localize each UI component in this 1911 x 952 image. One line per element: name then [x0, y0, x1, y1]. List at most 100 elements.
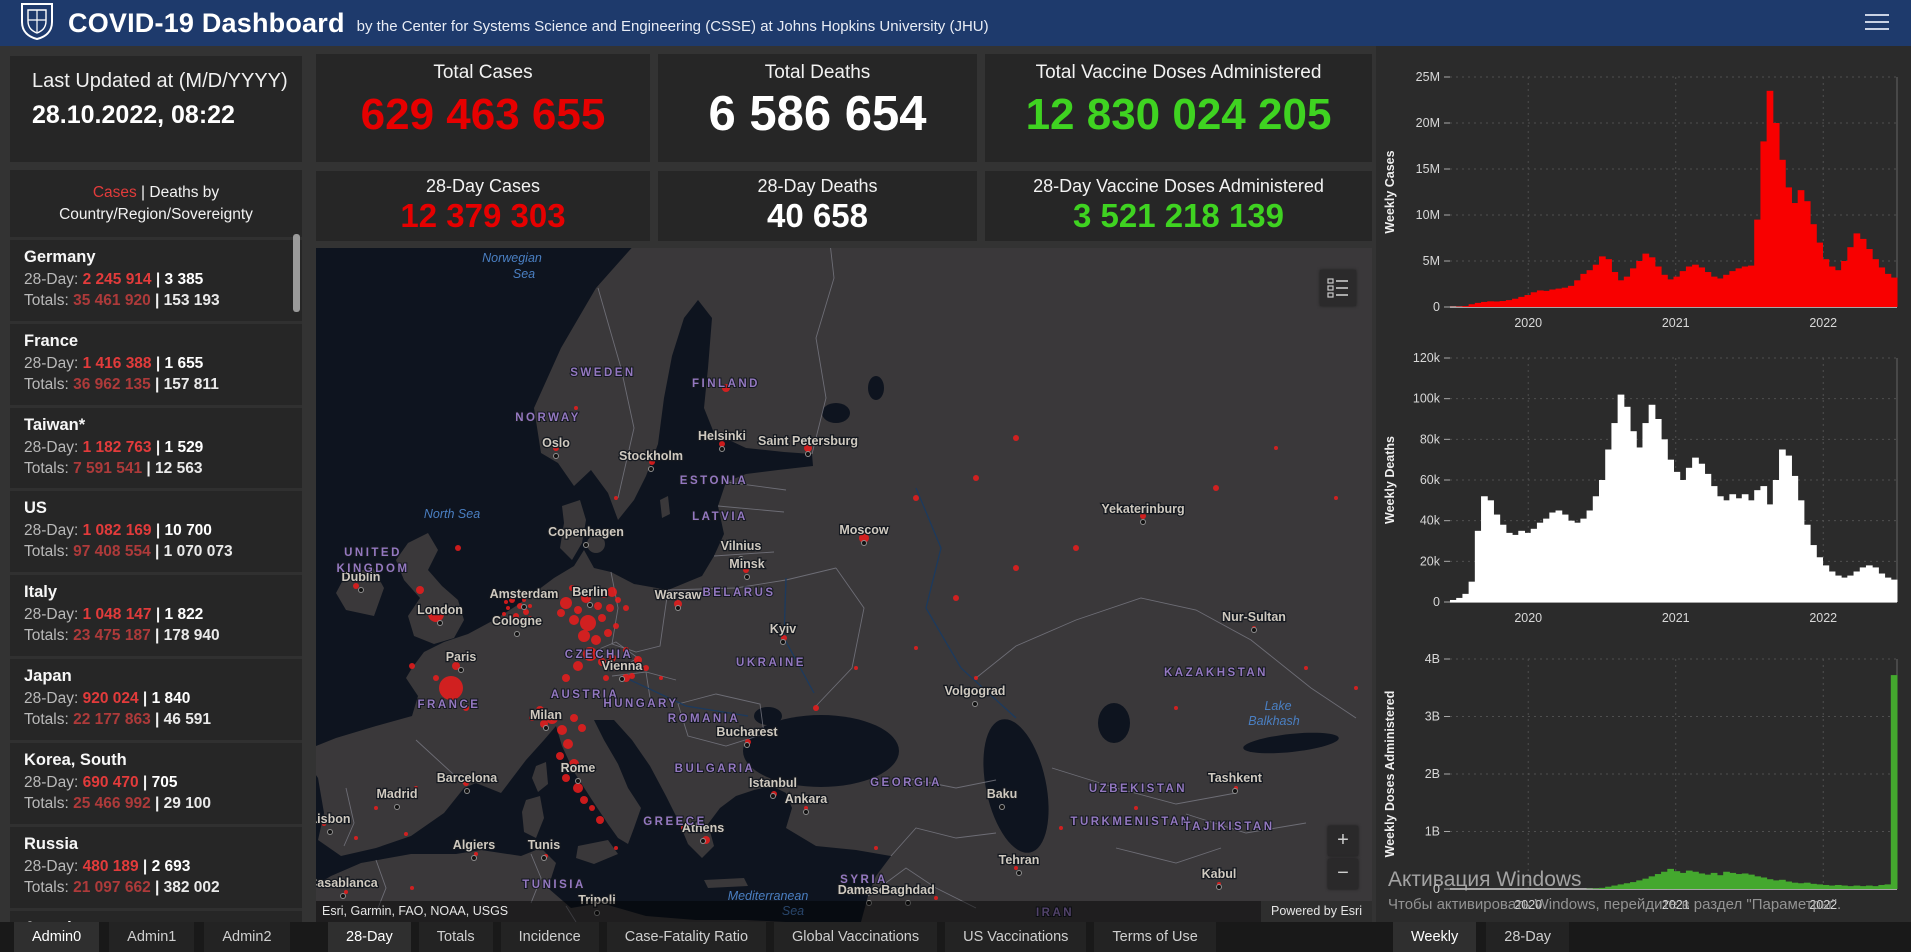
stat-value: 12 379 303	[400, 197, 566, 234]
country-row-us[interactable]: US 28-Day: 1 082 169 | 10 700 Totals: 97 4…	[10, 491, 302, 573]
svg-text:Oslo: Oslo	[542, 436, 570, 450]
country-name: Germany	[24, 247, 96, 266]
svg-text:Kabul: Kabul	[1202, 867, 1237, 881]
tab-center-case-fatality-ratio[interactable]: Case-Fatality Ratio	[606, 922, 767, 952]
svg-text:TUNISIA: TUNISIA	[522, 879, 586, 891]
svg-text:Tehran: Tehran	[999, 853, 1040, 867]
stat-label: 28-Day Deaths	[757, 176, 878, 196]
svg-text:UZBEKISTAN: UZBEKISTAN	[1089, 783, 1187, 795]
tab-center-28-day[interactable]: 28-Day	[328, 922, 411, 952]
svg-text:London: London	[417, 603, 463, 617]
stat-value: 12 830 024 205	[1025, 90, 1332, 139]
country-totals-line: Totals: 21 097 662 | 382 002	[24, 878, 220, 896]
country-row-japan[interactable]: Japan 28-Day: 920 024 | 1 840 Totals: 22 1…	[10, 659, 302, 740]
legend-button[interactable]	[1320, 270, 1356, 306]
zoom-out-button[interactable]: −	[1328, 859, 1358, 889]
svg-text:Balkhash: Balkhash	[1248, 714, 1299, 728]
svg-text:Weekly Deaths: Weekly Deaths	[1383, 436, 1397, 524]
svg-text:60k: 60k	[1420, 473, 1441, 487]
svg-text:20M: 20M	[1416, 116, 1440, 130]
powered-by-esri[interactable]: Powered by Esri	[1260, 901, 1372, 922]
svg-text:Ankara: Ankara	[785, 792, 828, 806]
country-28day-line: 28-Day: 1 182 763 | 1 529	[24, 438, 204, 456]
svg-text:HUNGARY: HUNGARY	[603, 698, 678, 710]
svg-text:Cologne: Cologne	[492, 614, 542, 628]
weekly-deaths-chart[interactable]: 2020 2021 2022 0 20k 40k 60k 80k 100k 120k Weekly …	[1378, 336, 1909, 632]
tab-center-us-vaccinations[interactable]: US Vaccinations	[945, 922, 1087, 952]
map-canvas[interactable]: Oslo Stockholm Helsinki Saint Petersburg Cop…	[316, 248, 1372, 922]
tab-left-admin0[interactable]: Admin0	[14, 922, 100, 952]
svg-text:25M: 25M	[1416, 70, 1440, 84]
country-row-russia[interactable]: Russia 28-Day: 480 189 | 2 693 Totals: 21 …	[10, 826, 302, 908]
tab-left-admin2[interactable]: Admin2	[204, 922, 290, 952]
tab-center-totals[interactable]: Totals	[418, 922, 493, 952]
svg-text:Istanbul: Istanbul	[749, 776, 797, 790]
stat-box-28-day-vaccine-doses-administered: 28-Day Vaccine Doses Administered 3 521 2…	[985, 171, 1372, 241]
country-name: Taiwan*	[24, 415, 86, 434]
svg-text:2022: 2022	[1809, 898, 1837, 912]
stat-box-total-cases: Total Cases 629 463 655	[316, 54, 650, 162]
map-borders	[343, 248, 1357, 922]
map-seas	[743, 376, 1339, 853]
tab-center-global-vaccinations[interactable]: Global Vaccinations	[774, 922, 938, 952]
svg-text:TURKMENISTAN: TURKMENISTAN	[1070, 816, 1191, 828]
svg-text:CZECHIA: CZECHIA	[565, 649, 634, 661]
country-28day-line: 28-Day: 1 082 169 | 10 700	[24, 522, 212, 540]
map-labels: Oslo Stockholm Helsinki Saint Petersburg Cop…	[316, 251, 1300, 920]
tab-right-28-day[interactable]: 28-Day	[1486, 922, 1570, 952]
svg-text:Rome: Rome	[561, 761, 596, 775]
svg-text:FRANCE: FRANCE	[418, 699, 481, 711]
country-row-korea-south[interactable]: Korea, South 28-Day: 690 470 | 705 Totals:…	[10, 743, 302, 824]
svg-text:Copenhagen: Copenhagen	[548, 525, 624, 539]
svg-text:BULGARIA: BULGARIA	[675, 763, 756, 775]
country-list: Germany 28-Day: 2 245 914 | 3 385 Totals: …	[10, 239, 302, 922]
tab-left-admin1[interactable]: Admin1	[109, 922, 195, 952]
svg-text:2021: 2021	[1662, 611, 1690, 625]
weekly-doses-chart[interactable]: 2020 2021 2022 0 1B 2B 3B 4B Weekly Doses Admini…	[1378, 637, 1909, 919]
last-updated-panel: Last Updated at (M/D/YYYY) 28.10.2022, 0…	[10, 56, 302, 162]
country-row-austria[interactable]: Austria28-Day: 311 664 | 209Totals: 5 42…	[10, 910, 302, 922]
svg-text:Berlin: Berlin	[572, 585, 607, 599]
svg-text:GEORGIA: GEORGIA	[870, 777, 942, 789]
country-row-france[interactable]: France 28-Day: 1 416 388 | 1 655 Totals: 3…	[10, 323, 302, 405]
bottom-tab-bar: Admin0 Admin1 Admin2 28-Day Totals Incidence…	[0, 922, 1911, 952]
zoom-in-button[interactable]: +	[1328, 826, 1358, 856]
svg-text:Stockholm: Stockholm	[619, 449, 683, 463]
page-title: COVID-19 Dashboard	[68, 7, 345, 38]
city-markers	[327, 446, 1257, 916]
tab-center-terms-of-use[interactable]: Terms of Use	[1094, 922, 1216, 952]
country-28day-line: 28-Day: 920 024 | 1 840	[24, 690, 191, 708]
svg-text:SYRIA: SYRIA	[840, 874, 888, 886]
country-row-germany[interactable]: Germany 28-Day: 2 245 914 | 3 385 Totals: …	[10, 239, 302, 321]
last-updated-label: Last Updated at (M/D/YYYY)	[32, 70, 288, 92]
svg-text:Warsaw: Warsaw	[655, 588, 702, 602]
svg-text:Vienna: Vienna	[602, 659, 644, 673]
svg-text:20k: 20k	[1420, 554, 1441, 568]
svg-text:Bucharest: Bucharest	[716, 725, 778, 739]
hamburger-icon[interactable]	[1865, 14, 1889, 32]
svg-text:Dublin: Dublin	[342, 570, 381, 584]
country-list-scrollbar[interactable]	[293, 234, 300, 312]
svg-text:BELARUS: BELARUS	[702, 587, 775, 599]
svg-text:0: 0	[1433, 882, 1440, 896]
country-totals-line: Totals: 35 461 920 | 153 193	[24, 291, 220, 309]
country-row-taiwan[interactable]: Taiwan* 28-Day: 1 182 763 | 1 529 Totals: …	[10, 407, 302, 489]
map-attribution-bar: Esri, Garmin, FAO, NOAA, USGS Powered by…	[316, 901, 1372, 922]
svg-text:Saint Petersburg: Saint Petersburg	[758, 434, 858, 448]
admin-tab-group: Admin0 Admin1 Admin2	[14, 922, 290, 952]
tab-center-incidence[interactable]: Incidence	[500, 922, 599, 952]
weekly-cases-chart[interactable]: 2020 2021 2022 0 5M 10M 15M 20M 25M Weekly Cases	[1378, 57, 1909, 337]
svg-text:Mediterranean: Mediterranean	[728, 889, 809, 903]
svg-text:UNITED: UNITED	[344, 547, 402, 559]
jhu-shield-logo	[20, 2, 54, 45]
svg-text:Damascus: Damascus	[838, 883, 901, 897]
svg-text:0: 0	[1433, 595, 1440, 609]
country-totals-line: Totals: 97 408 554 | 1 070 073	[24, 543, 233, 561]
svg-text:2020: 2020	[1514, 611, 1542, 625]
tab-right-weekly[interactable]: Weekly	[1393, 922, 1477, 952]
country-row-italy[interactable]: Italy 28-Day: 1 048 147 | 1 822 Totals: 23…	[10, 575, 302, 657]
svg-text:UKRAINE: UKRAINE	[736, 657, 806, 669]
svg-text:Sea: Sea	[782, 904, 804, 918]
svg-text:Minsk: Minsk	[729, 557, 764, 571]
